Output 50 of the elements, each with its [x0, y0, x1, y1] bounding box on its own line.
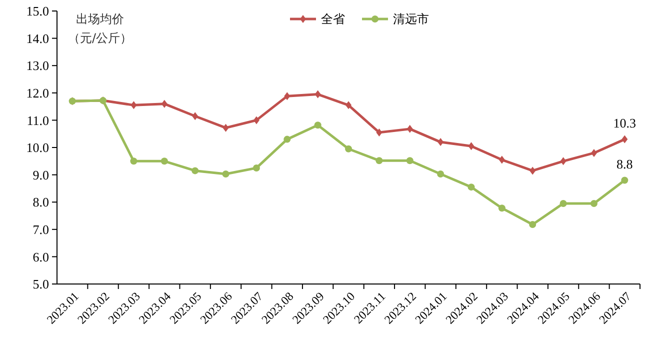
- point: [406, 124, 413, 133]
- point: [621, 176, 628, 184]
- point: [590, 148, 597, 157]
- legend-label: 全省: [321, 12, 345, 26]
- legend-label: 清远市: [393, 12, 429, 26]
- point: [498, 204, 506, 212]
- point: [529, 220, 536, 228]
- point: [314, 90, 321, 98]
- y-axis-title: 出场均价（元/公斤）: [68, 12, 132, 45]
- y-tick-label: 5.0: [32, 276, 49, 292]
- point: [437, 170, 444, 178]
- point: [590, 200, 598, 207]
- point: [498, 156, 505, 164]
- point: [376, 128, 382, 136]
- y-tick-label: 11.0: [26, 112, 49, 128]
- point: [622, 135, 628, 144]
- point: [560, 200, 567, 207]
- point: [376, 157, 383, 164]
- point: [314, 122, 322, 129]
- point: [468, 184, 475, 191]
- point: [192, 167, 199, 174]
- y-tick-label: 13.0: [26, 58, 49, 74]
- point: [130, 101, 137, 110]
- y-tick-label: 7.0: [32, 222, 49, 237]
- point: [345, 145, 352, 152]
- point: [406, 157, 414, 164]
- point: [468, 142, 474, 150]
- point: [161, 100, 168, 108]
- point: [160, 158, 168, 165]
- y-tick-label: 14.0: [26, 30, 49, 46]
- point: [252, 164, 260, 172]
- y-tick-label: 8.0: [32, 194, 49, 210]
- point: [560, 157, 566, 166]
- y-tick-label: 15.0: [26, 4, 49, 19]
- point: [253, 116, 260, 124]
- data-label: 8.8: [616, 156, 633, 172]
- y-tick-label: 9.0: [32, 167, 49, 182]
- y-tick-label: 10.0: [26, 140, 49, 156]
- y-tick-label: 6.0: [32, 249, 49, 264]
- point: [130, 158, 138, 165]
- point: [222, 124, 229, 132]
- point: [438, 138, 444, 146]
- point: [192, 112, 198, 120]
- point: [222, 170, 230, 178]
- point: [284, 92, 290, 100]
- point: [346, 101, 352, 110]
- point: [530, 166, 536, 175]
- data-label: 10.3: [613, 115, 636, 130]
- point: [284, 136, 291, 143]
- y-tick-label: 12.0: [26, 85, 49, 100]
